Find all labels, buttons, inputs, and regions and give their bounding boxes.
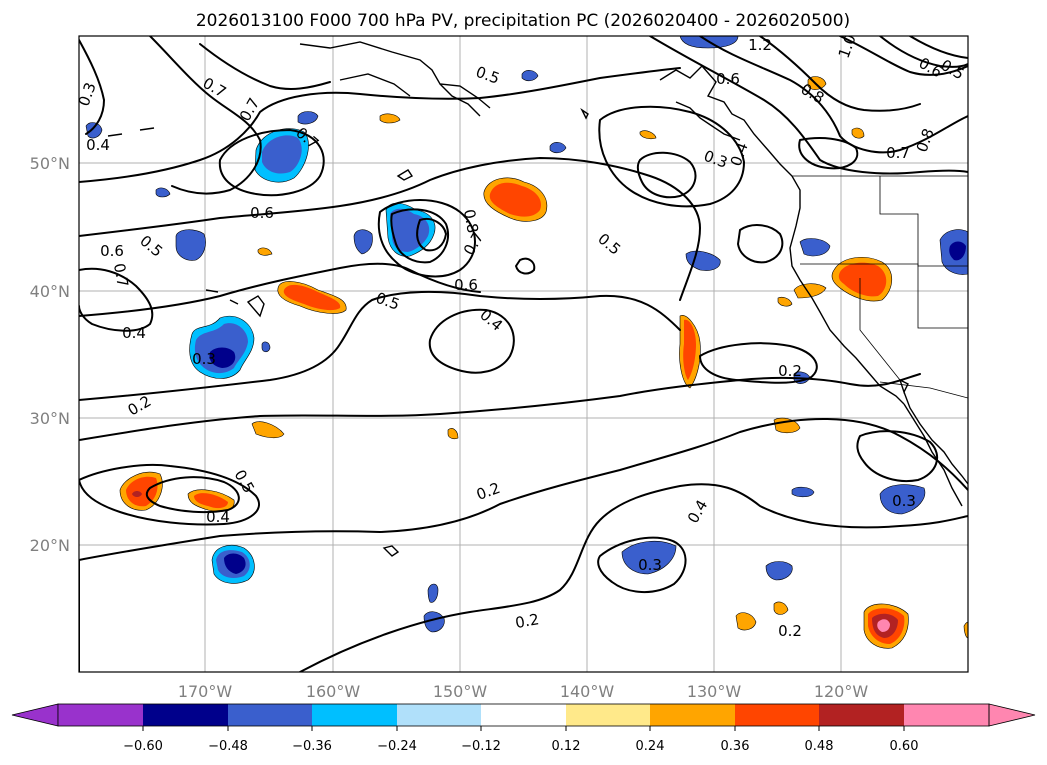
colorbar-segment xyxy=(58,704,143,726)
contour-label: 0.2 xyxy=(778,362,802,380)
precip-negative-blob xyxy=(621,540,677,575)
colorbar-segment xyxy=(312,704,397,726)
contour-label: 0.3 xyxy=(638,556,662,574)
lon-label: 130°W xyxy=(687,682,742,701)
lon-label: 140°W xyxy=(560,682,615,701)
colorbar: −0.60 −0.48 −0.36 −0.24 −0.12 0.12 0.24 … xyxy=(11,703,1036,754)
contour-label: 0.6 xyxy=(100,242,124,260)
precip-positive-blob xyxy=(187,489,235,512)
contour-label: 0.2 xyxy=(514,610,541,632)
precip-negative-blob xyxy=(353,229,373,255)
map-frame xyxy=(78,35,969,673)
precip-negative-blob xyxy=(423,583,445,633)
contour-label: 0.2 xyxy=(778,622,802,640)
contour-label: 0.3 xyxy=(892,492,916,510)
precip-positive-blob xyxy=(679,315,701,389)
colorbar-ticks: −0.60 −0.48 −0.36 −0.24 −0.12 0.12 0.24 … xyxy=(123,726,918,754)
colorbar-tick-label: 0.12 xyxy=(552,739,581,754)
colorbar-segment xyxy=(650,704,735,726)
colorbar-tick-label: −0.60 xyxy=(123,739,163,754)
precip-shading xyxy=(85,36,968,649)
contour-label: 0.6 xyxy=(250,204,274,222)
contour-label: 0.6 xyxy=(454,276,478,294)
colorbar-segment xyxy=(819,704,904,726)
contour-label: 0.3 xyxy=(192,350,216,368)
map-panel: 0.3 0.4 0.7 0.7 0.7 0.5 1.2 0.6 1.0 0.6 … xyxy=(30,35,969,701)
contour-label: 0.4 xyxy=(206,508,230,526)
lat-label: 40°N xyxy=(30,282,70,301)
contour-label: 0.8 xyxy=(460,208,482,235)
colorbar-segment xyxy=(904,704,989,726)
colorbar-tick-label: −0.36 xyxy=(292,739,332,754)
precip-positive-blob xyxy=(483,177,548,222)
colorbar-tick-label: 0.60 xyxy=(890,739,919,754)
precip-negative-blob xyxy=(799,238,831,257)
colorbar-segment xyxy=(735,704,819,726)
precip-negative-blob xyxy=(765,561,793,581)
precip-negative-blob xyxy=(879,484,926,515)
contour-label: 0.4 xyxy=(86,136,110,154)
precip-positive-blob xyxy=(277,281,347,314)
lon-label: 120°W xyxy=(814,682,869,701)
precip-negative-blob xyxy=(211,545,255,584)
colorbar-tick-label: 0.36 xyxy=(721,739,750,754)
lon-label: 170°W xyxy=(178,682,233,701)
colorbar-segment xyxy=(481,704,566,726)
colorbar-tick-label: 0.48 xyxy=(805,739,834,754)
lat-label: 50°N xyxy=(30,154,70,173)
precip-negative-blob xyxy=(939,229,968,275)
colorbar-tick-label: 0.24 xyxy=(636,739,665,754)
precip-negative-blob xyxy=(175,229,206,261)
pv-contours xyxy=(79,36,968,672)
colorbar-tick-label: −0.24 xyxy=(377,739,417,754)
colorbar-tick-label: −0.48 xyxy=(208,739,248,754)
precip-negative-blob xyxy=(254,128,309,183)
contour-label: 0.7 xyxy=(886,144,910,162)
precip-negative-blob xyxy=(85,36,815,498)
precip-negative-blob xyxy=(189,316,255,379)
colorbar-segment xyxy=(228,704,312,726)
contour-label: 0.4 xyxy=(122,324,146,342)
colorbar-segment xyxy=(566,704,650,726)
colorbar-segment xyxy=(397,704,481,726)
precip-positive-blob xyxy=(831,257,893,302)
colorbar-extend-high xyxy=(988,703,1036,727)
colorbar-extend-low xyxy=(11,703,59,727)
lat-label: 30°N xyxy=(30,409,70,428)
contour-label: 0.6 xyxy=(716,70,740,88)
precip-positive-blob xyxy=(863,603,909,649)
political-borders xyxy=(792,175,968,399)
coastlines xyxy=(107,41,968,557)
contour-label: 0.7 xyxy=(110,262,132,289)
plot-title: 2026013100 F000 700 hPa PV, precipitatio… xyxy=(196,11,850,31)
contour-label: 1.2 xyxy=(748,36,772,54)
colorbar-segment xyxy=(143,704,228,726)
precip-positive-blob xyxy=(251,76,968,639)
lon-label: 160°W xyxy=(306,682,361,701)
lat-label: 20°N xyxy=(30,536,70,555)
latitude-labels: 50°N 40°N 30°N 20°N xyxy=(30,154,70,555)
longitude-labels: 170°W 160°W 150°W 140°W 130°W 120°W xyxy=(178,682,869,701)
lon-label: 150°W xyxy=(433,682,488,701)
colorbar-outline xyxy=(57,703,990,727)
colorbar-tick-label: −0.12 xyxy=(461,739,501,754)
